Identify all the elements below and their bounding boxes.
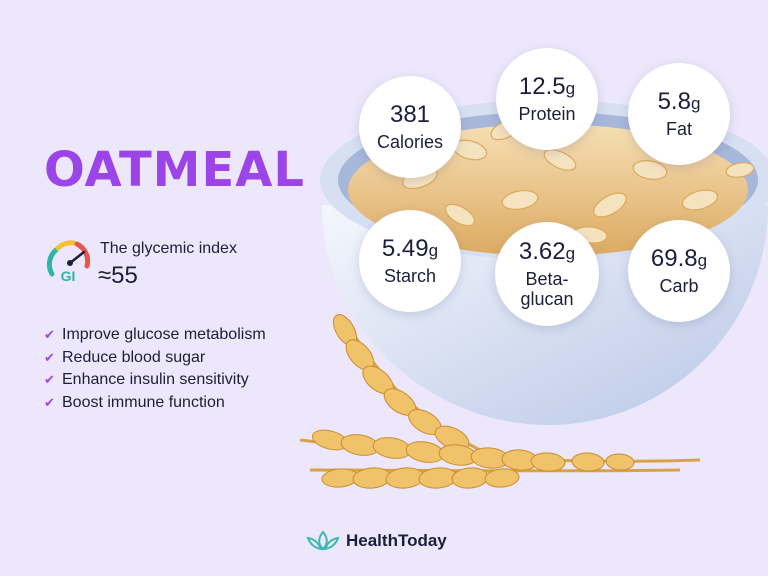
- list-item: ✔ Boost immune function: [44, 392, 266, 415]
- benefit-text: Reduce blood sugar: [62, 348, 206, 366]
- nutrient-label: Beta- glucan: [520, 269, 574, 309]
- check-icon: ✔: [44, 349, 55, 365]
- nutrient-value: 5.8g: [657, 88, 701, 115]
- nutrient-bubble-protein: 12.5g Protein: [496, 48, 598, 150]
- list-item: ✔ Reduce blood sugar: [44, 347, 266, 370]
- gauge-icon: GI: [46, 240, 91, 284]
- nutrient-label: Protein: [518, 104, 576, 124]
- nutrient-bubble-starch: 5.49g Starch: [359, 210, 461, 312]
- check-icon: ✔: [44, 327, 55, 343]
- nutrient-value: 5.49g: [381, 235, 439, 262]
- nutrient-value: 3.62g: [518, 238, 576, 265]
- nutrient-value: 69.8g: [650, 245, 708, 272]
- wheat-spikes: [299, 314, 701, 489]
- glycemic-index-label: The glycemic index: [100, 240, 237, 257]
- list-item: ✔ Improve glucose metabolism: [44, 324, 266, 347]
- nutrient-value: 12.5g: [518, 73, 576, 100]
- nutrient-label: Carb: [659, 276, 699, 296]
- nutrient-bubble-carb: 69.8g Carb: [628, 220, 730, 322]
- benefit-text: Boost immune function: [62, 393, 225, 411]
- brand-name: HealthToday: [346, 531, 447, 550]
- nutrient-label: Fat: [665, 119, 692, 139]
- gauge-label: GI: [61, 268, 76, 284]
- lotus-logo-icon: [306, 530, 340, 551]
- brand-logo[interactable]: HealthToday: [306, 528, 476, 554]
- nutrient-label: Calories: [376, 132, 444, 152]
- nutrient-label: Starch: [383, 266, 437, 286]
- list-item: ✔ Enhance insulin sensitivity: [44, 369, 266, 392]
- nutrient-bubble-fat: 5.8g Fat: [628, 63, 730, 165]
- benefit-text: Enhance insulin sensitivity: [62, 371, 249, 389]
- glycemic-index-value: ≈55: [98, 262, 138, 289]
- oat-flakes: [402, 119, 755, 244]
- nutrient-value: 381: [389, 101, 431, 128]
- nutrient-bubble-betaglucan: 3.62g Beta- glucan: [495, 222, 599, 326]
- check-icon: ✔: [44, 372, 55, 388]
- glycemic-index: GI The glycemic index ≈55: [44, 236, 304, 296]
- page-title: OATMEAL: [44, 142, 305, 198]
- nutrient-bubble-calories: 381 Calories: [359, 76, 461, 178]
- benefits-list: ✔ Improve glucose metabolism ✔ Reduce bloo…: [44, 324, 266, 414]
- benefit-text: Improve glucose metabolism: [62, 326, 266, 344]
- check-icon: ✔: [44, 394, 55, 410]
